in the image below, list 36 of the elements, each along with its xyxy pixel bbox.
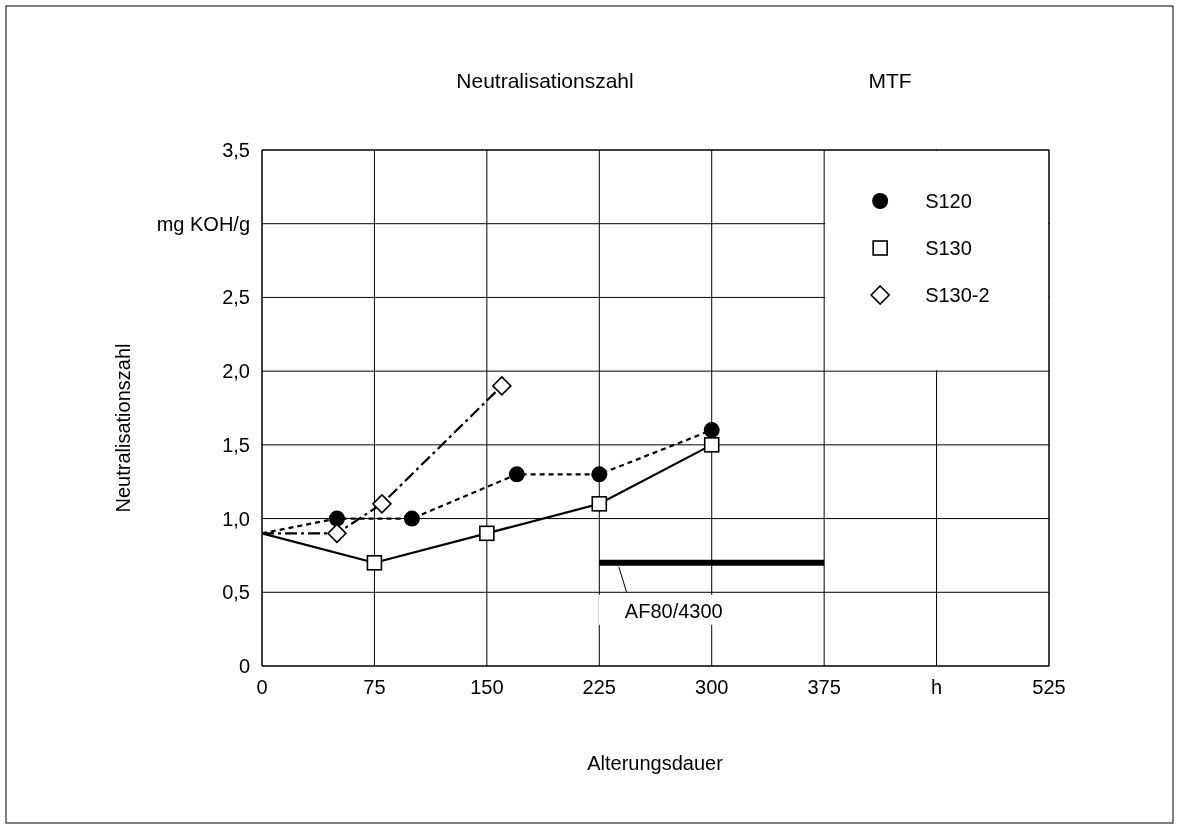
- chart-subtitle: MTF: [868, 69, 912, 92]
- point: [328, 510, 345, 527]
- legend-label: S130-2: [925, 284, 990, 306]
- point: [703, 422, 720, 439]
- point: [403, 510, 420, 527]
- y-tick-label: 0,5: [222, 581, 250, 604]
- y-tick-label: mg KOH/g: [156, 212, 250, 235]
- point: [479, 525, 495, 542]
- y-tick-label: 1,5: [222, 433, 250, 456]
- point: [591, 496, 608, 512]
- x-tick-label: 225: [582, 676, 616, 698]
- annotation: AF80/4300: [624, 599, 723, 622]
- y-tick-label: 3,5: [222, 139, 250, 161]
- x-axis-title: Alterungsdauer: [587, 752, 724, 774]
- x-tick-label: 525: [1032, 676, 1066, 698]
- y-axis-title: Neutralisationszahl: [112, 343, 134, 513]
- point: [703, 437, 720, 453]
- x-tick-label: h: [931, 676, 943, 698]
- x-tick-label: 375: [807, 676, 841, 698]
- chart-title: Neutralisationszahl: [456, 69, 634, 92]
- y-tick-label: 2,0: [222, 360, 250, 383]
- point: [508, 466, 525, 483]
- y-tick-label: 0: [238, 655, 250, 677]
- x-tick-label: 150: [470, 676, 504, 698]
- x-tick-label: 75: [363, 676, 386, 698]
- legend-label: S130: [925, 237, 972, 259]
- legend-label: S120: [925, 190, 972, 212]
- x-tick-label: 300: [695, 676, 729, 698]
- x-tick-label: 0: [256, 676, 268, 698]
- point: [327, 523, 347, 544]
- y-tick-label: 2,5: [222, 286, 250, 309]
- point: [372, 494, 392, 514]
- point: [492, 376, 512, 396]
- y-tick-label: 1,0: [222, 507, 250, 530]
- point: [591, 466, 608, 483]
- point: [366, 555, 383, 571]
